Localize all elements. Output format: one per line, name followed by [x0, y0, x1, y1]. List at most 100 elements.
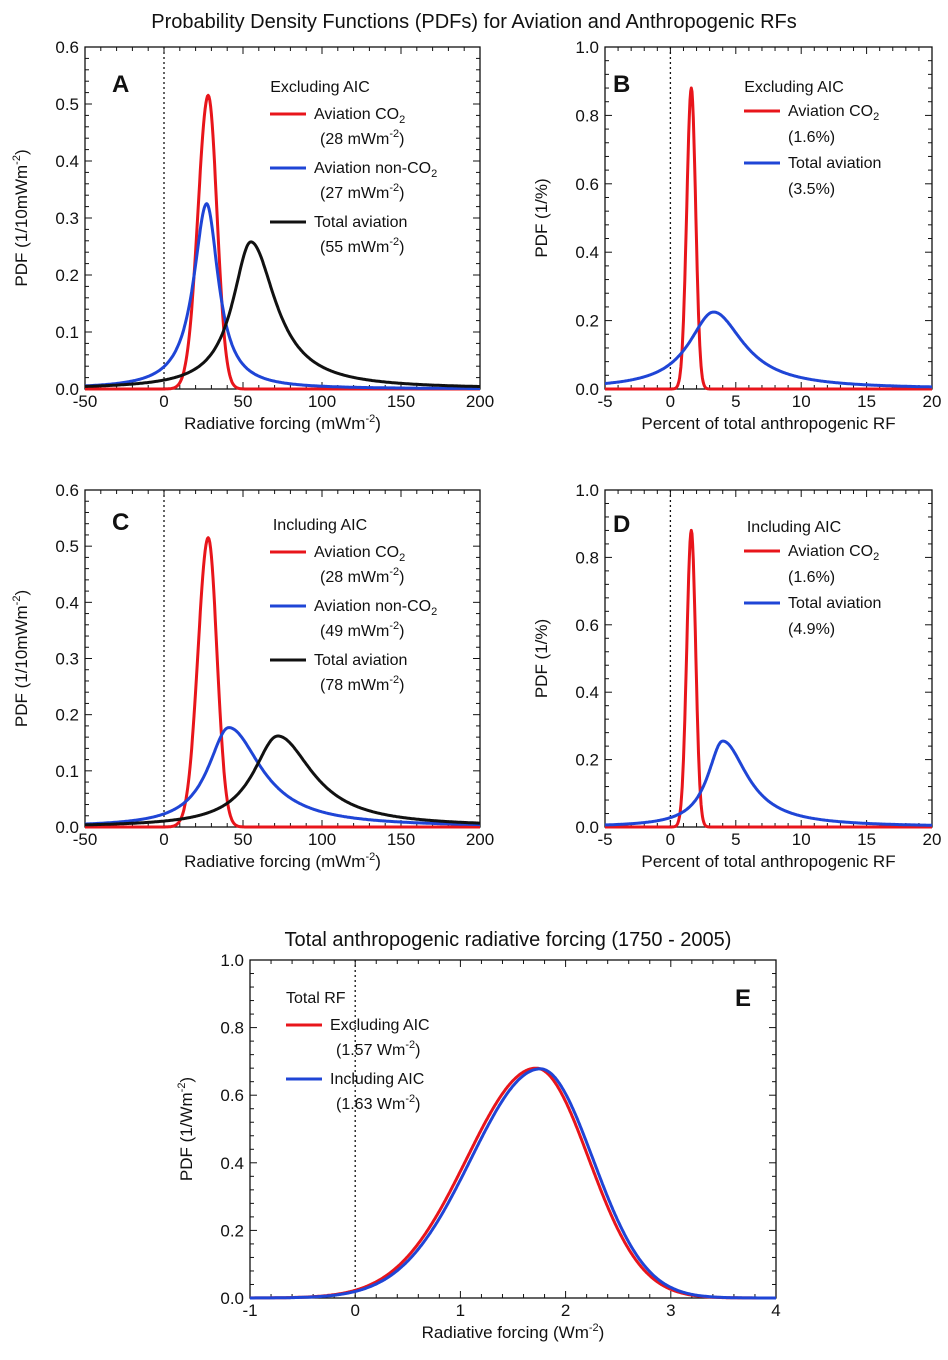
x-tick-label: 10	[792, 392, 811, 411]
legend-series-name: Total aviation	[788, 155, 881, 172]
legend: Total RF Excluding AIC (1.57 Wm-2) Includin…	[286, 990, 430, 1113]
legend-series-name: Total aviation	[314, 214, 407, 231]
legend-series-value: (28 mWm-2)	[320, 128, 404, 148]
y-tick-label: 0.6	[55, 481, 79, 500]
legend-series-value: (4.9%)	[788, 621, 835, 638]
x-axis-label: Percent of total anthropogenic RF	[641, 852, 895, 871]
legend-series-name: Aviation CO2	[314, 544, 405, 564]
x-tick-label: -50	[73, 830, 98, 849]
series-line-3	[84, 240, 481, 388]
x-tick-label: 0	[159, 392, 168, 411]
panel-label: A	[112, 71, 129, 98]
figure-title: Probability Density Functions (PDFs) for…	[151, 11, 797, 33]
series-line-1	[604, 528, 933, 829]
y-tick-label: 0.2	[220, 1221, 244, 1240]
x-tick-label: 15	[857, 830, 876, 849]
x-tick-label: 100	[308, 830, 336, 849]
y-tick-label: 0.2	[55, 266, 79, 285]
y-tick-label: 0.2	[575, 751, 599, 770]
panel-e-title: Total anthropogenic radiative forcing (1…	[285, 929, 732, 951]
legend: Including AIC Aviation CO2 (1.6%) Total avi…	[744, 519, 881, 638]
x-tick-label: 50	[234, 392, 253, 411]
y-axis-label: PDF (1/10mWm-2)	[11, 590, 31, 727]
y-tick-label: 0.6	[575, 616, 599, 635]
legend: Including AIC Aviation CO2(28 mWm-2) Aviat…	[270, 517, 437, 694]
x-tick-label: 50	[234, 830, 253, 849]
legend-series-value: (1.57 Wm-2)	[336, 1039, 420, 1059]
y-tick-label: 0.4	[575, 243, 599, 262]
legend-series-name: Total aviation	[314, 652, 407, 669]
y-tick-label: 0.2	[55, 706, 79, 725]
series-line-2	[249, 1067, 777, 1300]
y-tick-label: 0.6	[55, 38, 79, 57]
x-axis-label: Radiative forcing (mWm-2)	[184, 413, 381, 433]
y-tick-label: 0.5	[55, 95, 79, 114]
legend-header: Total RF	[286, 990, 346, 1007]
series-line-1	[84, 93, 481, 391]
y-axis-label: PDF (1/Wm-2)	[176, 1077, 196, 1181]
series-line-2	[604, 310, 933, 389]
legend-series-value: (3.5%)	[788, 181, 835, 198]
plot-frame	[249, 959, 777, 1299]
y-tick-label: 0.6	[575, 175, 599, 194]
legend: Excluding AIC Aviation CO2 (1.6%) Total avi…	[744, 79, 881, 198]
series-line-1	[604, 86, 933, 391]
y-tick-label: 0.1	[55, 762, 79, 781]
series-line-2	[84, 726, 481, 827]
y-tick-label: 0.6	[220, 1086, 244, 1105]
plot-frame	[604, 46, 933, 390]
x-tick-label: 0	[159, 830, 168, 849]
y-tick-label: 0.4	[55, 152, 79, 171]
y-tick-label: 0.2	[575, 312, 599, 331]
legend-series-name: Aviation CO2	[788, 103, 879, 123]
x-tick-label: 2	[561, 1301, 570, 1320]
legend-series-name: Aviation non-CO2	[314, 160, 437, 180]
x-tick-label: 100	[308, 392, 336, 411]
x-tick-label: -1	[242, 1301, 257, 1320]
x-tick-label: 0	[666, 830, 675, 849]
legend-series-value: (28 mWm-2)	[320, 566, 404, 586]
y-axis-label: PDF (1/%)	[532, 619, 551, 698]
x-tick-label: 0	[666, 392, 675, 411]
y-tick-label: 0.0	[220, 1289, 244, 1308]
series-line-2	[84, 202, 481, 390]
legend-header: Including AIC	[747, 519, 841, 536]
x-tick-label: 1	[456, 1301, 465, 1320]
series-line-1	[84, 536, 481, 829]
legend-series-name: Total aviation	[788, 595, 881, 612]
series-line-3	[84, 734, 481, 827]
plot-frame	[604, 489, 933, 828]
y-tick-label: 0.3	[55, 209, 79, 228]
y-tick-label: 0.3	[55, 650, 79, 669]
x-tick-label: 10	[792, 830, 811, 849]
legend: Excluding AIC Aviation CO2(28 mWm-2) Aviat…	[270, 79, 437, 256]
legend-series-value: (1.63 Wm-2)	[336, 1093, 420, 1113]
x-tick-label: 3	[666, 1301, 675, 1320]
panel-label: D	[613, 511, 630, 538]
x-tick-label: 200	[466, 830, 494, 849]
legend-series-name: Aviation CO2	[314, 106, 405, 126]
x-axis-label: Radiative forcing (mWm-2)	[184, 851, 381, 871]
y-tick-label: 0.1	[55, 323, 79, 342]
legend-header: Including AIC	[273, 517, 367, 534]
legend-series-value: (49 mWm-2)	[320, 620, 404, 640]
legend-series-value: (27 mWm-2)	[320, 182, 404, 202]
x-tick-label: 20	[923, 830, 942, 849]
panel-b: -5 0 5 10 15 20 0.0 0.2 0.4 0.6 0.8 1.0 Percent of t…	[532, 38, 941, 433]
legend-series-name: Including AIC	[330, 1071, 424, 1088]
x-tick-label: 20	[923, 392, 942, 411]
series-line-2	[604, 739, 933, 827]
legend-series-name: Aviation CO2	[788, 543, 879, 563]
legend-series-name: Excluding AIC	[330, 1017, 430, 1034]
x-tick-label: 5	[731, 392, 740, 411]
y-tick-label: 1.0	[575, 38, 599, 57]
y-tick-label: 0.0	[55, 380, 79, 399]
y-tick-label: 0.4	[220, 1154, 244, 1173]
legend-series-value: (78 mWm-2)	[320, 674, 404, 694]
y-tick-label: 1.0	[220, 951, 244, 970]
y-tick-label: 0.0	[575, 380, 599, 399]
panel-d: -5 0 5 10 15 20 0.0 0.2 0.4 0.6 0.8 1.0 Percent of t…	[532, 481, 941, 871]
y-tick-label: 0.8	[575, 106, 599, 125]
x-tick-label: 150	[387, 830, 415, 849]
